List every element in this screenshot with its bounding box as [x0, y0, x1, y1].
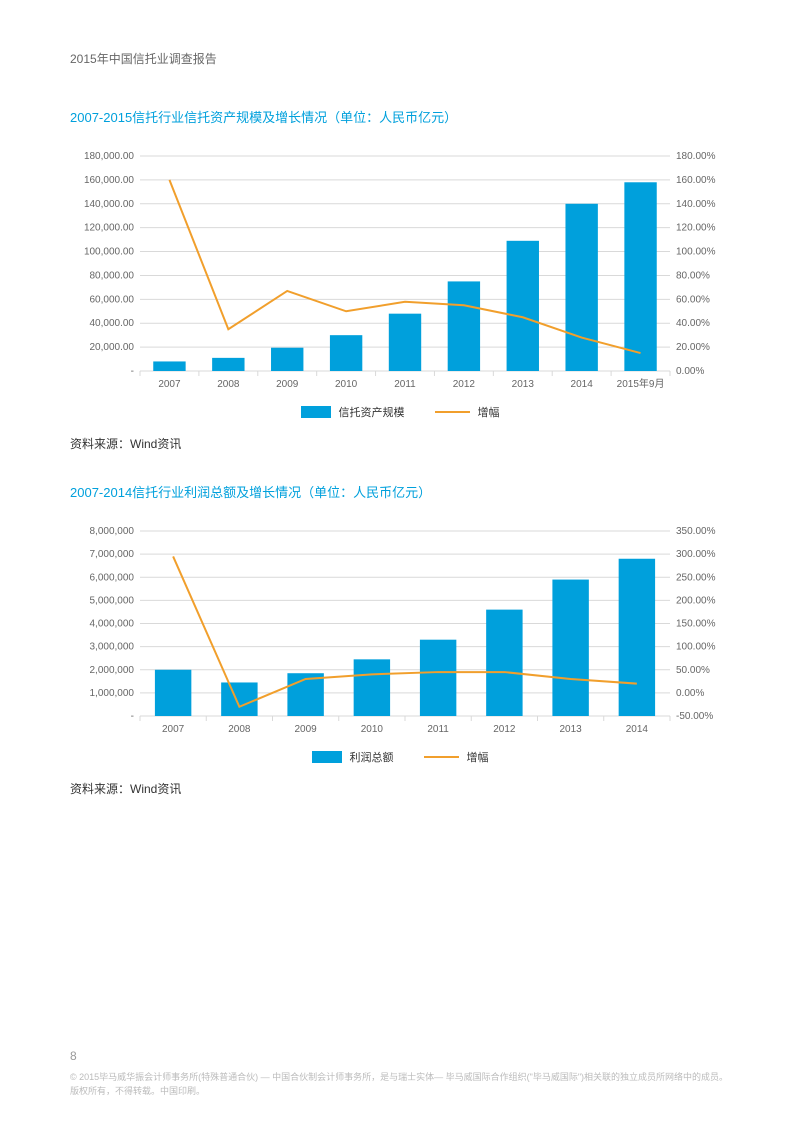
- chart1-legend: 信托资产规模 增幅: [70, 404, 730, 420]
- svg-text:20,000.00: 20,000.00: [90, 342, 135, 353]
- svg-text:2014: 2014: [571, 379, 594, 390]
- legend-line-label: 增幅: [467, 749, 489, 765]
- svg-text:80.00%: 80.00%: [676, 270, 710, 281]
- svg-text:2008: 2008: [228, 724, 251, 735]
- footer-copyright: © 2015毕马威华振会计师事务所(特殊普通合伙) — 中国合伙制会计师事务所，…: [70, 1071, 732, 1098]
- svg-text:60,000.00: 60,000.00: [90, 294, 135, 305]
- svg-text:160,000.00: 160,000.00: [84, 175, 134, 186]
- svg-text:4,000,000: 4,000,000: [90, 619, 135, 630]
- svg-text:2007: 2007: [158, 379, 181, 390]
- svg-text:5,000,000: 5,000,000: [90, 595, 135, 606]
- svg-text:100.00%: 100.00%: [676, 247, 716, 258]
- legend-line-label: 增幅: [478, 404, 500, 420]
- legend-bar-item: 信托资产规模: [301, 404, 405, 420]
- legend-line-item: 增幅: [424, 749, 489, 765]
- svg-text:2009: 2009: [295, 724, 318, 735]
- svg-text:100.00%: 100.00%: [676, 642, 716, 653]
- chart2-legend: 利润总额 增幅: [70, 749, 730, 765]
- svg-text:0.00%: 0.00%: [676, 688, 704, 699]
- svg-text:2013: 2013: [560, 724, 583, 735]
- chart2-source: 资料来源：Wind资讯: [70, 780, 732, 797]
- legend-line-swatch: [435, 411, 470, 413]
- svg-text:0.00%: 0.00%: [676, 366, 704, 377]
- svg-text:2007: 2007: [162, 724, 185, 735]
- svg-text:20.00%: 20.00%: [676, 342, 710, 353]
- svg-text:150.00%: 150.00%: [676, 619, 716, 630]
- svg-text:2008: 2008: [217, 379, 240, 390]
- svg-text:-: -: [131, 711, 134, 722]
- svg-text:140,000.00: 140,000.00: [84, 199, 134, 210]
- chart1-source: 资料来源：Wind资讯: [70, 435, 732, 452]
- legend-bar-swatch: [301, 406, 331, 418]
- report-header: 2015年中国信托业调查报告: [70, 50, 732, 67]
- svg-text:50.00%: 50.00%: [676, 665, 710, 676]
- svg-text:140.00%: 140.00%: [676, 199, 716, 210]
- svg-text:200.00%: 200.00%: [676, 595, 716, 606]
- svg-text:350.00%: 350.00%: [676, 526, 716, 537]
- chart2-svg: - -50.00% 1,000,000 0.00% 2,000,000 50.00% 3,0…: [70, 521, 730, 741]
- svg-text:2012: 2012: [453, 379, 476, 390]
- svg-text:2010: 2010: [335, 379, 358, 390]
- svg-text:100,000.00: 100,000.00: [84, 247, 134, 258]
- svg-text:2011: 2011: [394, 379, 416, 390]
- legend-bar-label: 利润总额: [350, 749, 394, 765]
- svg-text:2,000,000: 2,000,000: [90, 665, 135, 676]
- svg-text:180,000.00: 180,000.00: [84, 151, 134, 162]
- svg-text:-: -: [131, 366, 134, 377]
- chart1-svg: - 0.00% 20,000.00 20.00% 40,000.00 40.00% 60,0…: [70, 146, 730, 396]
- chart1-container: - 0.00% 20,000.00 20.00% 40,000.00 40.00% 60,0…: [70, 146, 730, 420]
- svg-text:3,000,000: 3,000,000: [90, 642, 135, 653]
- svg-text:60.00%: 60.00%: [676, 294, 710, 305]
- svg-text:2014: 2014: [626, 724, 649, 735]
- chart2-container: - -50.00% 1,000,000 0.00% 2,000,000 50.00% 3,0…: [70, 521, 730, 765]
- svg-text:40,000.00: 40,000.00: [90, 318, 135, 329]
- svg-text:7,000,000: 7,000,000: [90, 549, 135, 560]
- legend-bar-item: 利润总额: [312, 749, 394, 765]
- svg-text:250.00%: 250.00%: [676, 572, 716, 583]
- svg-text:120.00%: 120.00%: [676, 223, 716, 234]
- svg-text:300.00%: 300.00%: [676, 549, 716, 560]
- svg-text:2011: 2011: [427, 724, 449, 735]
- svg-text:160.00%: 160.00%: [676, 175, 716, 186]
- svg-text:80,000.00: 80,000.00: [90, 270, 135, 281]
- svg-text:2015年9月: 2015年9月: [617, 377, 665, 390]
- svg-text:120,000.00: 120,000.00: [84, 223, 134, 234]
- svg-text:2013: 2013: [512, 379, 535, 390]
- legend-line-swatch: [424, 756, 459, 758]
- chart1-title: 2007-2015信托行业信托资产规模及增长情况（单位：人民币亿元）: [70, 107, 732, 126]
- svg-text:2009: 2009: [276, 379, 299, 390]
- legend-bar-label: 信托资产规模: [339, 404, 405, 420]
- svg-text:2010: 2010: [361, 724, 384, 735]
- page-number: 8: [70, 1049, 77, 1063]
- svg-text:2012: 2012: [493, 724, 516, 735]
- chart2-title: 2007-2014信托行业利润总额及增长情况（单位：人民币亿元）: [70, 482, 732, 501]
- svg-text:1,000,000: 1,000,000: [90, 688, 135, 699]
- svg-text:-50.00%: -50.00%: [676, 711, 713, 722]
- svg-text:40.00%: 40.00%: [676, 318, 710, 329]
- svg-text:6,000,000: 6,000,000: [90, 572, 135, 583]
- legend-bar-swatch: [312, 751, 342, 763]
- svg-text:180.00%: 180.00%: [676, 151, 716, 162]
- legend-line-item: 增幅: [435, 404, 500, 420]
- svg-text:8,000,000: 8,000,000: [90, 526, 135, 537]
